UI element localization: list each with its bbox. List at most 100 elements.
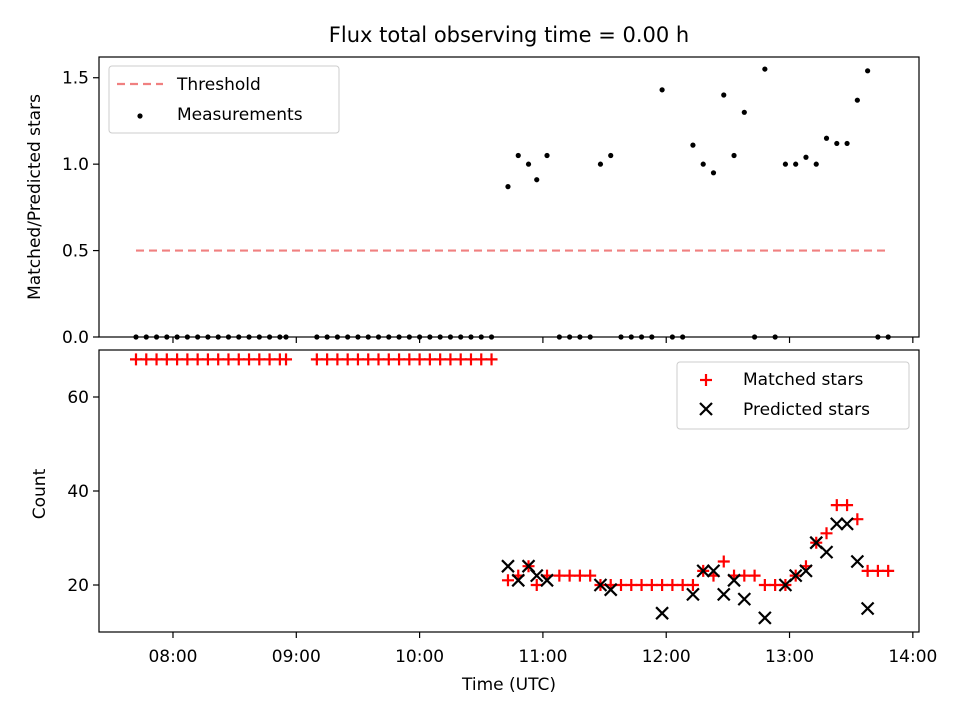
matched-star-marker bbox=[243, 353, 256, 366]
matched-star-marker bbox=[212, 353, 225, 366]
measurement-point bbox=[803, 154, 809, 160]
matched-star-marker bbox=[501, 574, 514, 587]
predicted-star-marker bbox=[593, 578, 608, 592]
measurement-point bbox=[834, 140, 840, 147]
measurement-point bbox=[375, 334, 382, 340]
matched-star-marker bbox=[769, 579, 782, 591]
matched-star-marker bbox=[717, 555, 730, 568]
measurement-point bbox=[437, 334, 443, 340]
measurement-point bbox=[534, 177, 540, 183]
measurement-point bbox=[184, 334, 190, 340]
predicted-star-marker bbox=[830, 517, 844, 531]
bottom-x-tick-label: 11:00 bbox=[518, 647, 567, 667]
measurement-point bbox=[690, 142, 696, 148]
matched-star-marker bbox=[171, 353, 184, 366]
bottom-y-ticks: 20 40 60 bbox=[67, 388, 99, 596]
bottom-x-ticks: 08:00 09:00 10:00 11:00 12:00 13:00 14:00 bbox=[148, 632, 937, 667]
matched-star-marker bbox=[485, 353, 498, 366]
measurement-point bbox=[195, 334, 201, 340]
measurement-point bbox=[215, 334, 221, 340]
bottom-x-tick-label: 09:00 bbox=[272, 647, 321, 667]
chart-title: Flux total observing time = 0.00 h bbox=[329, 23, 689, 47]
matched-star-marker bbox=[666, 579, 679, 591]
bottom-x-tick-label: 13:00 bbox=[765, 647, 814, 667]
matched-star-marker bbox=[645, 579, 658, 591]
measurement-point bbox=[885, 334, 891, 340]
measurement-point bbox=[762, 66, 768, 72]
measurement-point bbox=[854, 97, 860, 103]
measurement-point bbox=[225, 334, 232, 340]
measurement-point bbox=[246, 334, 252, 340]
predicted-star-marker bbox=[860, 601, 875, 616]
matched-star-marker bbox=[851, 513, 864, 526]
matched-star-marker bbox=[615, 579, 628, 591]
bottom-y-tick-label: 60 bbox=[67, 388, 89, 408]
measurement-point bbox=[133, 334, 139, 340]
measurement-point bbox=[143, 334, 149, 340]
measurement-point bbox=[314, 334, 320, 340]
matched-star-marker bbox=[321, 353, 334, 366]
top-y-ticks: 0.0 0.5 1.0 1.5 bbox=[62, 69, 99, 348]
matched-star-marker bbox=[841, 499, 854, 512]
measurement-point bbox=[710, 170, 717, 176]
measurement-point bbox=[669, 334, 675, 340]
measurement-point bbox=[844, 140, 850, 147]
measurement-point bbox=[505, 184, 511, 190]
measurement-point bbox=[277, 334, 283, 340]
matched-star-marker bbox=[553, 569, 566, 582]
matched-star-marker bbox=[201, 353, 214, 366]
matched-star-marker bbox=[263, 353, 276, 366]
matched-star-marker bbox=[280, 353, 293, 366]
measurement-point bbox=[865, 68, 871, 74]
predicted-star-marker bbox=[511, 573, 526, 588]
measurement-point bbox=[628, 334, 634, 340]
matched-star-marker bbox=[403, 353, 416, 366]
legend-matched-swatch bbox=[700, 374, 712, 386]
measurement-point bbox=[174, 334, 180, 340]
matched-star-marker bbox=[362, 353, 375, 366]
matched-star-marker bbox=[625, 579, 638, 591]
top-series bbox=[133, 66, 891, 340]
measurement-point bbox=[731, 152, 737, 159]
top-legend-box bbox=[108, 65, 340, 134]
matched-star-marker bbox=[413, 353, 426, 366]
top-y-axis-label: Matched/Predicted stars bbox=[25, 94, 45, 300]
matched-star-marker bbox=[423, 353, 436, 366]
top-legend: Threshold Measurements bbox=[108, 65, 340, 134]
matched-star-marker bbox=[882, 564, 895, 577]
matched-star-marker bbox=[820, 527, 833, 540]
predicted-star-marker bbox=[819, 545, 834, 559]
matched-star-marker bbox=[150, 353, 163, 366]
matched-star-marker bbox=[635, 579, 648, 591]
matched-star-marker bbox=[434, 353, 447, 366]
measurement-point bbox=[741, 109, 747, 115]
measurement-point bbox=[427, 334, 433, 340]
predicted-star-marker bbox=[788, 568, 803, 583]
measurement-point bbox=[478, 334, 484, 340]
measurement-point bbox=[396, 334, 402, 340]
matched-star-marker bbox=[351, 353, 364, 366]
measurement-point bbox=[458, 334, 464, 340]
measurement-point bbox=[556, 334, 562, 340]
matched-star-marker bbox=[454, 353, 467, 366]
measurement-point bbox=[468, 334, 474, 340]
measurement-point bbox=[597, 161, 604, 167]
matched-star-marker bbox=[160, 353, 173, 366]
measurement-point bbox=[365, 334, 371, 340]
measurement-point bbox=[700, 161, 706, 167]
measurement-point bbox=[205, 334, 211, 340]
measurement-point bbox=[488, 334, 495, 340]
bottom-x-tick-label: 14:00 bbox=[888, 647, 937, 667]
measurement-point bbox=[721, 92, 727, 98]
matched-star-marker bbox=[656, 579, 669, 591]
top-x-ticks bbox=[172, 337, 914, 343]
matched-star-marker bbox=[584, 569, 597, 582]
measurement-point bbox=[772, 334, 778, 340]
measurement-point bbox=[587, 334, 593, 340]
x-axis-label: Time (UTC) bbox=[461, 675, 556, 695]
predicted-star-marker bbox=[529, 568, 544, 583]
measurement-point bbox=[608, 152, 614, 159]
legend-predicted-swatch bbox=[699, 402, 713, 416]
matched-star-marker bbox=[861, 564, 874, 577]
measurement-point bbox=[386, 334, 392, 340]
